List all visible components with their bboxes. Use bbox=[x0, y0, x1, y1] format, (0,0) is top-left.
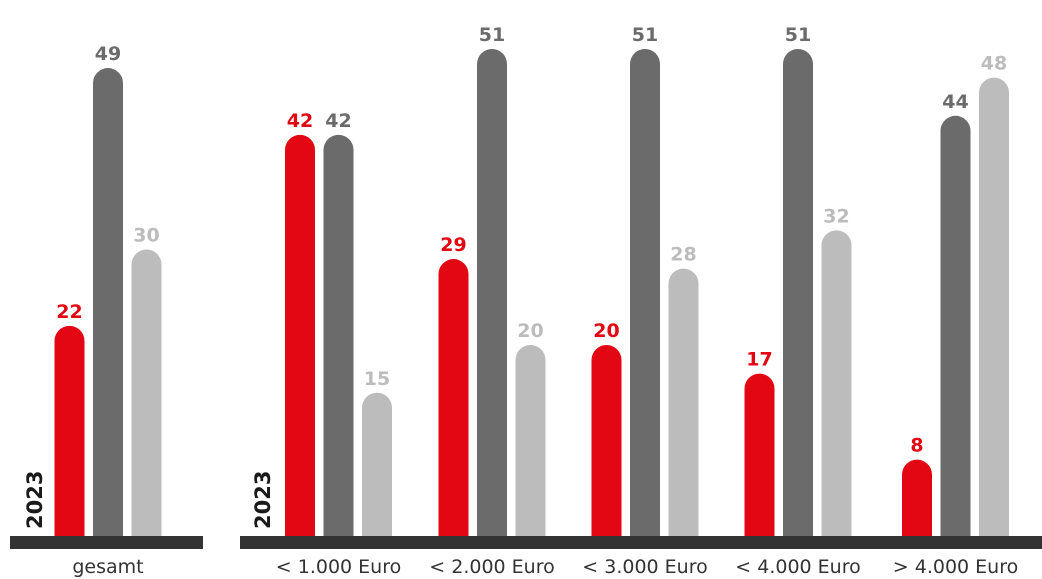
bar-2-000-euro-series-3 bbox=[515, 345, 546, 536]
year-label-gesamt: 2023 bbox=[23, 471, 47, 529]
bar-4-000-euro-series-3 bbox=[821, 230, 852, 536]
value-label-4-000-euro-series-1: 17 bbox=[746, 349, 772, 371]
category-label-2-000-euro: < 2.000 Euro bbox=[429, 556, 554, 578]
value-label-4-000-euro-series-3: 32 bbox=[823, 205, 849, 227]
category-label-1-000-euro: < 1.000 Euro bbox=[276, 556, 401, 578]
bar-4-000-euro-series-2 bbox=[940, 115, 971, 537]
value-label-gesamt-series-1: 22 bbox=[56, 301, 82, 323]
bar-3-000-euro-series-3 bbox=[668, 268, 699, 536]
year-label-income: 2023 bbox=[251, 471, 275, 529]
category-label-4-000-euro: > 4.000 Euro bbox=[893, 556, 1018, 578]
bar-4-000-euro-series-1 bbox=[902, 459, 932, 536]
bar-3-000-euro-series-1 bbox=[591, 345, 622, 536]
value-label-2-000-euro-series-3: 20 bbox=[517, 320, 543, 342]
bar-gesamt-series-1 bbox=[54, 325, 85, 536]
category-label-3-000-euro: < 3.000 Euro bbox=[582, 556, 707, 578]
value-label-1-000-euro-series-3: 15 bbox=[364, 368, 390, 390]
value-label-2-000-euro-series-1: 29 bbox=[440, 234, 466, 256]
category-label-gesamt: gesamt bbox=[72, 556, 143, 578]
bar-1-000-euro-series-1 bbox=[285, 134, 315, 536]
panel-income: 2023 42 42 15 < 1.000 Euro 29 51 20 < 2.000 Eur… bbox=[240, 24, 1042, 578]
value-label-3-000-euro-series-2: 51 bbox=[632, 24, 658, 46]
bar-4-000-euro-series-2 bbox=[783, 48, 813, 536]
bar-gesamt-series-3 bbox=[131, 249, 162, 536]
value-label-4-000-euro-series-2: 51 bbox=[785, 24, 811, 46]
marks-income: 42 42 15 < 1.000 Euro 29 51 20 < 2.000 Euro 20 51… bbox=[276, 24, 1018, 578]
value-label-3-000-euro-series-3: 28 bbox=[670, 244, 696, 266]
bar-gesamt-series-2 bbox=[93, 68, 123, 536]
bar-3-000-euro-series-2 bbox=[630, 48, 660, 536]
marks-gesamt: 22 49 30 gesamt bbox=[54, 43, 162, 578]
value-label-1-000-euro-series-2: 42 bbox=[325, 110, 351, 132]
bar-2-000-euro-series-2 bbox=[477, 48, 508, 536]
value-label-3-000-euro-series-1: 20 bbox=[593, 320, 619, 342]
value-label-4-000-euro-series-1: 8 bbox=[910, 435, 923, 457]
baseline-bar-income bbox=[240, 536, 1042, 549]
bar-1-000-euro-series-3 bbox=[362, 392, 392, 536]
bar-2-000-euro-series-1 bbox=[438, 259, 469, 536]
bar-4-000-euro-series-3 bbox=[979, 77, 1009, 536]
bar-4-000-euro-series-1 bbox=[744, 373, 775, 536]
panel-gesamt: 2023 22 49 30 gesamt bbox=[10, 43, 203, 578]
category-label-4-000-euro: < 4.000 Euro bbox=[735, 556, 860, 578]
baseline-bar-gesamt bbox=[10, 536, 203, 549]
value-label-gesamt-series-2: 49 bbox=[95, 43, 121, 65]
value-label-4-000-euro-series-2: 44 bbox=[942, 91, 968, 113]
value-label-4-000-euro-series-3: 48 bbox=[981, 53, 1007, 75]
value-label-1-000-euro-series-1: 42 bbox=[287, 110, 313, 132]
value-label-gesamt-series-3: 30 bbox=[133, 225, 159, 247]
bar-1-000-euro-series-2 bbox=[323, 134, 354, 536]
value-label-2-000-euro-series-2: 51 bbox=[479, 24, 505, 46]
